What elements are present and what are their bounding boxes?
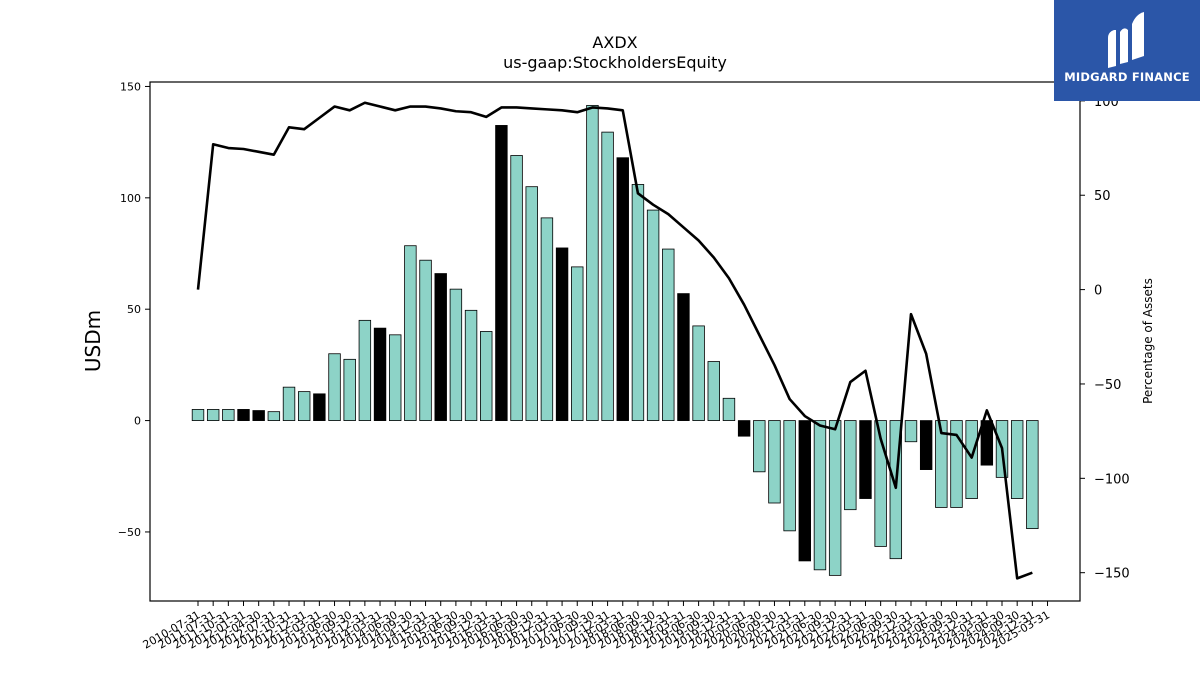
chart-title: AXDX — [592, 33, 637, 52]
bar — [828, 420, 842, 576]
bar — [222, 409, 235, 421]
bar — [798, 420, 812, 562]
bar — [419, 259, 432, 421]
y-tick-label: 50 — [127, 303, 141, 316]
bar — [555, 247, 569, 421]
bar — [1026, 420, 1039, 530]
brand-logo: MIDGARD FINANCE — [1054, 0, 1200, 101]
logo-text: MIDGARD FINANCE — [1064, 70, 1190, 84]
y-axis-label: USDm — [81, 310, 105, 372]
bar — [631, 184, 645, 421]
bar — [616, 157, 629, 421]
y2-tick-label: −50 — [1094, 378, 1121, 393]
y2-axis-label: Percentage of Assets — [1141, 278, 1155, 404]
bar — [646, 209, 660, 421]
bar — [813, 420, 827, 571]
y-tick-label: 0 — [134, 415, 141, 428]
bar — [783, 420, 796, 532]
bar — [707, 361, 720, 421]
bar — [662, 248, 675, 421]
bar — [343, 358, 356, 421]
bar — [495, 125, 508, 421]
chart-subtitle: us-gaap:StockholdersEquity — [503, 53, 727, 72]
bar — [449, 288, 463, 421]
line-series — [196, 101, 1033, 580]
bar — [282, 386, 296, 421]
bar — [237, 409, 250, 421]
bar — [571, 266, 584, 421]
bar — [677, 293, 690, 421]
y-tick-label: 150 — [120, 80, 141, 93]
bar — [404, 245, 417, 421]
bar — [737, 420, 751, 437]
y-tick-label: −50 — [118, 526, 141, 539]
bar — [358, 319, 372, 421]
bar — [1010, 420, 1024, 499]
bar — [297, 391, 311, 421]
bar — [692, 325, 705, 421]
midgard-logo-icon — [1108, 12, 1144, 68]
bar — [191, 409, 205, 421]
bar — [480, 331, 493, 421]
bar — [586, 104, 599, 421]
bar — [980, 420, 994, 466]
bar — [434, 273, 447, 421]
bar — [389, 334, 402, 421]
bar — [373, 327, 387, 421]
bar — [525, 186, 538, 421]
y-axis-left: −50 0 50 100 150 — [118, 80, 150, 539]
y-tick-label: 100 — [120, 192, 141, 205]
y2-tick-label: −100 — [1094, 472, 1130, 487]
bar — [722, 397, 736, 421]
bar — [753, 420, 766, 473]
bar — [904, 420, 918, 443]
bar — [510, 155, 523, 421]
percentage-line — [196, 101, 1033, 580]
bar — [252, 410, 265, 421]
bar — [601, 131, 614, 421]
grid-and-axes: −50 0 50 100 150 −150 −100 −50 0 50 100 2010-07-3… — [118, 80, 1130, 651]
y2-tick-label: 50 — [1094, 189, 1111, 204]
bar — [935, 420, 948, 508]
bar — [844, 420, 857, 511]
bar — [889, 420, 903, 560]
bar — [267, 411, 281, 421]
y2-tick-label: 0 — [1094, 284, 1102, 299]
bar-series — [191, 104, 1039, 576]
bar — [859, 420, 872, 499]
plot-frame — [149, 81, 1081, 602]
y2-tick-label: −150 — [1094, 567, 1130, 582]
bar — [206, 409, 220, 421]
bar — [919, 420, 933, 470]
bar — [950, 420, 963, 508]
bar — [874, 420, 887, 547]
bar — [540, 217, 554, 421]
bar — [768, 420, 781, 504]
bar — [464, 309, 478, 421]
x-axis: 2010-07-312011-07-312011-10-312012-01-31… — [141, 601, 1052, 652]
bar — [313, 393, 326, 421]
bar — [328, 353, 341, 421]
bar — [965, 420, 978, 499]
